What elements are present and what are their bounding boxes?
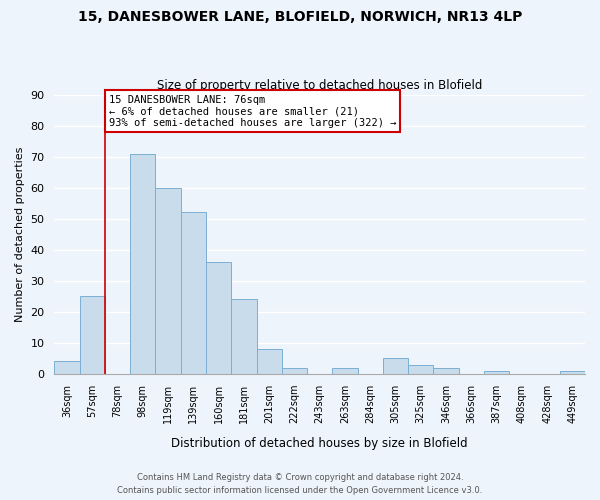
Y-axis label: Number of detached properties: Number of detached properties (15, 146, 25, 322)
Bar (231, 300, 257, 374)
Bar (206, 262, 231, 374)
Bar (408, 364, 433, 374)
Bar (80, 296, 105, 374)
Text: 15, DANESBOWER LANE, BLOFIELD, NORWICH, NR13 4LP: 15, DANESBOWER LANE, BLOFIELD, NORWICH, … (78, 10, 522, 24)
Bar (181, 212, 206, 374)
Bar (155, 188, 181, 374)
Bar (130, 154, 155, 374)
Title: Size of property relative to detached houses in Blofield: Size of property relative to detached ho… (157, 79, 482, 92)
Bar (383, 358, 408, 374)
Bar (257, 349, 282, 374)
Text: Contains HM Land Registry data © Crown copyright and database right 2024.
Contai: Contains HM Land Registry data © Crown c… (118, 474, 482, 495)
Bar (484, 371, 509, 374)
Bar (55, 362, 80, 374)
X-axis label: Distribution of detached houses by size in Blofield: Distribution of detached houses by size … (172, 437, 468, 450)
Bar (560, 371, 585, 374)
Bar (433, 368, 458, 374)
Bar (332, 368, 358, 374)
Bar (282, 368, 307, 374)
Text: 15 DANESBOWER LANE: 76sqm
← 6% of detached houses are smaller (21)
93% of semi-d: 15 DANESBOWER LANE: 76sqm ← 6% of detach… (109, 94, 396, 128)
